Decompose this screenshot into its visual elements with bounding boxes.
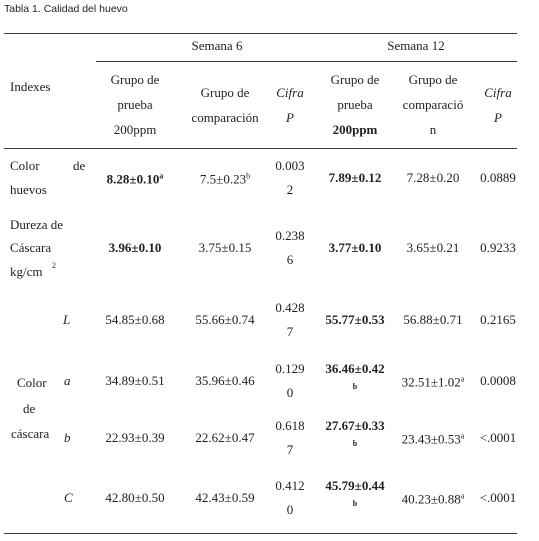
row-label: kg/cm (10, 264, 43, 279)
column-header: Grupo de (110, 72, 160, 87)
caption: Tabla 1. Calidad del huevo (4, 3, 128, 15)
cell-text: 7.5±0.23b (199, 171, 251, 187)
row-header: Indexes (10, 79, 51, 94)
superscript: a (460, 374, 465, 384)
row-label: 2 (52, 261, 56, 270)
column-header: Grupo de (330, 72, 380, 87)
column-header: Cifra (276, 85, 304, 100)
cell-text: 3.77±0.10 (328, 240, 382, 255)
column-header: comparación (191, 110, 259, 125)
cell-text: 2 (286, 182, 294, 197)
cell-text: 27.67±0.33 (325, 418, 385, 433)
cell-text: 0.003 (275, 158, 305, 173)
row-label: Dureza de (10, 217, 64, 232)
group-label: de (23, 401, 36, 416)
cell-text: 0.9233 (480, 240, 516, 255)
cell-text: 0 (286, 502, 294, 517)
cell-text: 22.62±0.47 (195, 430, 255, 445)
superscript: a (460, 491, 465, 501)
cell-text: 6 (286, 252, 294, 267)
cell-text: 3.96±0.10 (108, 240, 162, 255)
superscript: a (159, 171, 164, 181)
row-label: Cáscara (10, 240, 52, 255)
cell-text: 55.77±0.53 (325, 312, 385, 327)
cell-text: 0.238 (275, 228, 305, 243)
row-label: Color (10, 158, 40, 173)
cell-text: 8.28±0.10a (106, 171, 164, 187)
group-label: Color (17, 375, 47, 390)
bottom-rule (4, 533, 517, 534)
column-header: prueba (337, 97, 373, 112)
cell-text: 35.96±0.46 (195, 373, 255, 388)
cell-text: 56.88±0.71 (403, 312, 463, 327)
row-label: huevos (10, 182, 47, 197)
cell-text: b (352, 439, 358, 448)
column-header: Grupo de (200, 85, 250, 100)
superscript: b (246, 171, 251, 181)
cell-text: 3.65±0.21 (406, 240, 460, 255)
column-header: comparació (402, 97, 464, 112)
row-label: a (64, 373, 71, 388)
cell-text: 7.89±0.12 (328, 170, 382, 185)
week-rule (96, 61, 517, 62)
column-header: Cifra (484, 85, 512, 100)
row-label: C (64, 490, 73, 505)
cell-text: 23.43±0.53a (401, 431, 465, 447)
cell-text: 0.618 (275, 418, 305, 433)
cell-text: 32.51±1.02a (401, 374, 465, 390)
week-header: Semana 12 (387, 38, 445, 53)
cell-text: 7 (286, 324, 294, 339)
cell-text: 40.23±0.88a (401, 491, 465, 507)
cell-text: 0.129 (275, 361, 305, 376)
cell-text: 0.412 (275, 478, 305, 493)
group-label: cáscara (11, 426, 50, 441)
column-header: P (494, 110, 502, 125)
week-header: Semana 6 (191, 38, 243, 53)
cell-text: b (352, 382, 358, 391)
superscript: a (460, 431, 465, 441)
cell-text: 54.85±0.68 (105, 312, 165, 327)
cell-text: b (352, 499, 358, 508)
cell-text: <.0001 (479, 430, 517, 445)
cell-text: 36.46±0.42 (325, 361, 385, 376)
row-label: L (63, 312, 71, 327)
top-rule (4, 33, 517, 34)
cell-text: 3.75±0.15 (198, 240, 252, 255)
cell-text: 7 (286, 442, 294, 457)
row-label: de (73, 158, 86, 173)
cell-text: 0.428 (275, 300, 305, 315)
cell-text: 7.28±0.20 (406, 170, 460, 185)
cell-text: 22.93±0.39 (105, 430, 165, 445)
row-label: b (64, 430, 71, 445)
cell-text: 42.43±0.59 (195, 490, 255, 505)
column-header: n (429, 122, 437, 137)
column-header: prueba (117, 97, 153, 112)
cell-text: 42.80±0.50 (105, 490, 165, 505)
cell-text: 0.0008 (480, 373, 516, 388)
column-header: P (286, 110, 294, 125)
cell-text: 34.89±0.51 (105, 373, 165, 388)
cell-text: 0.2165 (480, 312, 516, 327)
cell-text: <.0001 (479, 490, 517, 505)
column-header: Grupo de (408, 72, 458, 87)
cell-text: 0 (286, 385, 294, 400)
cell-text: 55.66±0.74 (195, 312, 255, 327)
cell-text: 0.0889 (480, 170, 516, 185)
header-rule (4, 148, 517, 149)
column-header: 200ppm (332, 122, 378, 137)
cell-text: 45.79±0.44 (325, 478, 385, 493)
column-header: 200ppm (113, 122, 157, 137)
